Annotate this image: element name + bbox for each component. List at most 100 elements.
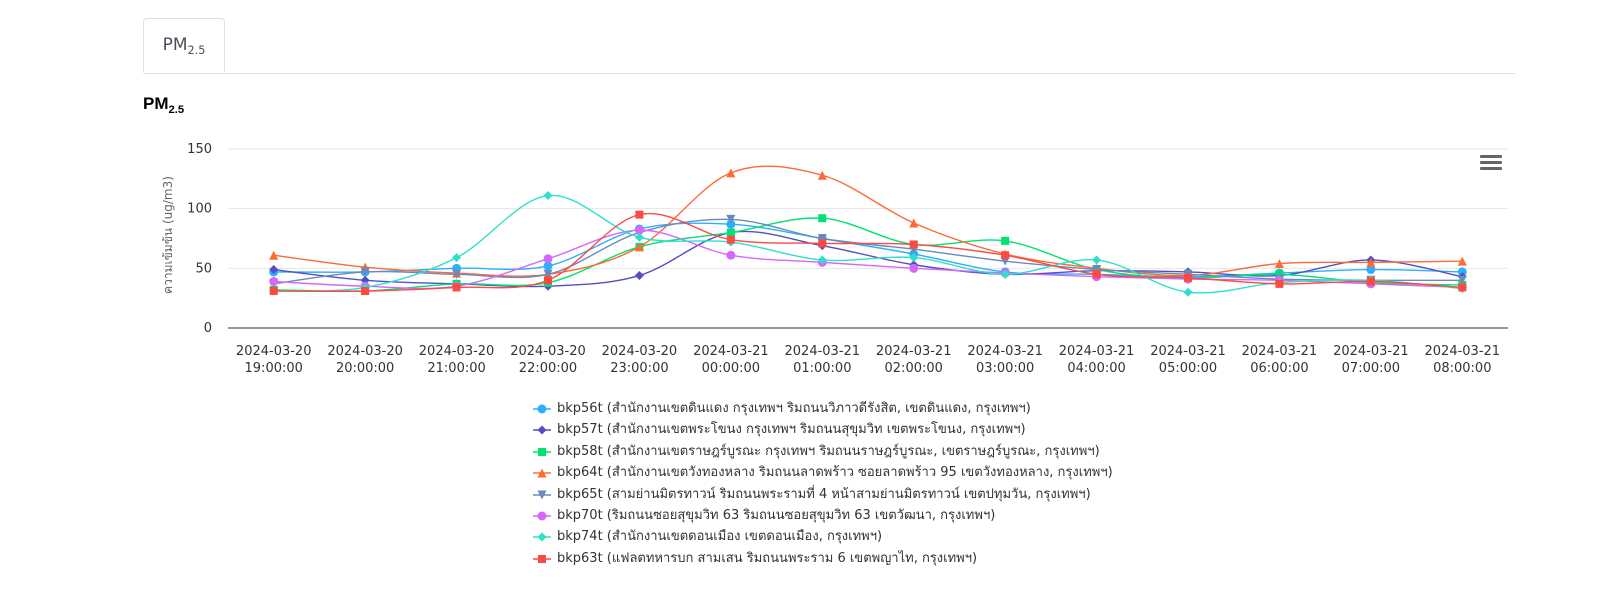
data-point[interactable]	[1000, 269, 1010, 279]
data-point[interactable]	[909, 263, 919, 273]
tab-bar: PM2.5	[143, 18, 1515, 74]
chart-legend: bkp56t (สำนักงานเขตดินแดง กรุงเทพฯ ริมถน…	[533, 398, 1113, 569]
grid-lines	[228, 148, 1508, 329]
data-point[interactable]	[817, 234, 827, 243]
legend-item[interactable]: bkp74t (สำนักงานเขตดอนเมือง เขตดอนเมือง,…	[533, 526, 1113, 547]
y-tick-label: 0	[204, 321, 212, 336]
data-point[interactable]	[543, 261, 553, 271]
data-point[interactable]	[1001, 236, 1010, 245]
data-point[interactable]	[726, 219, 736, 229]
legend-label: bkp74t (สำนักงานเขตดอนเมือง เขตดอนเมือง,…	[557, 529, 883, 545]
data-point[interactable]	[543, 254, 553, 264]
data-point[interactable]	[818, 214, 827, 223]
data-point[interactable]	[269, 265, 279, 275]
data-point[interactable]	[726, 235, 735, 244]
legend-label: bkp57t (สำนักงานเขตพระโขนง กรุงเทพฯ ริมถ…	[557, 422, 1026, 438]
data-point[interactable]	[635, 210, 644, 219]
data-point[interactable]	[817, 255, 827, 265]
chart-title-base: PM	[143, 94, 169, 113]
data-point[interactable]	[1457, 275, 1467, 285]
legend-item[interactable]: bkp57t (สำนักงานเขตพระโขนง กรุงเทพฯ ริมถ…	[533, 419, 1113, 440]
data-point[interactable]	[1457, 256, 1467, 266]
legend-item[interactable]: bkp64t (สำนักงานเขตวังทองหลาง ริมถนนลาดพ…	[533, 462, 1113, 483]
legend-marker[interactable]	[537, 490, 547, 500]
data-point[interactable]	[1092, 270, 1101, 279]
legend-marker[interactable]	[537, 468, 547, 478]
data-point[interactable]	[1457, 267, 1467, 277]
tab-pm25[interactable]: PM2.5	[143, 18, 225, 72]
data-point[interactable]	[634, 232, 644, 242]
x-tick-label: 2024-03-20 23:00:00	[602, 344, 678, 376]
x-tick-label: 2024-03-21 02:00:00	[876, 344, 952, 376]
data-point[interactable]	[543, 269, 553, 279]
y-axis: 0 50 100 150	[187, 142, 212, 336]
data-point[interactable]	[1275, 270, 1284, 279]
x-tick-label: 2024-03-21 00:00:00	[693, 344, 769, 376]
legend-symbol	[533, 511, 551, 521]
chart-title-sub: 2.5	[168, 103, 185, 116]
data-point[interactable]	[1366, 277, 1375, 286]
data-point[interactable]	[269, 276, 279, 286]
data-point[interactable]	[269, 287, 278, 296]
legend-label: bkp70t (ริมถนนซอยสุขุมวิท 63 ริมถนนซอยสุ…	[557, 507, 996, 523]
data-point[interactable]	[909, 240, 918, 249]
data-point[interactable]	[909, 253, 919, 263]
data-point[interactable]	[1183, 287, 1193, 297]
legend-item[interactable]: bkp65t (สามย่านมิตรทาวน์ ริมถนนพระรามที่…	[533, 484, 1113, 505]
data-point[interactable]	[1001, 251, 1010, 260]
legend-item[interactable]: bkp58t (สำนักงานเขตราษฎร์บูรณะ กรุงเทพฯ …	[533, 441, 1113, 462]
data-point[interactable]	[726, 250, 736, 260]
data-point[interactable]	[634, 270, 644, 280]
legend-marker[interactable]	[537, 511, 547, 521]
legend-marker[interactable]	[537, 404, 547, 414]
series-7	[269, 210, 1467, 296]
data-point[interactable]	[1092, 255, 1102, 265]
series-4	[269, 214, 1467, 289]
data-point[interactable]	[452, 283, 461, 292]
legend-marker[interactable]	[537, 425, 547, 435]
legend-item[interactable]: bkp56t (สำนักงานเขตดินแดง กรุงเทพฯ ริมถน…	[533, 398, 1113, 419]
legend-symbol	[533, 554, 551, 563]
data-point[interactable]	[1092, 265, 1102, 275]
pm25-line-chart: 0 50 100 150 2024-03-20 19:00:00 2024-03-20 20…	[161, 142, 1508, 376]
data-point[interactable]	[726, 168, 736, 178]
legend-item[interactable]: bkp70t (ริมถนนซอยสุขุมวิท 63 ริมถนนซอยสุ…	[533, 505, 1113, 526]
data-point[interactable]	[1274, 259, 1284, 269]
data-point[interactable]	[1366, 257, 1376, 267]
tab-label-base: PM	[162, 35, 188, 55]
data-point[interactable]	[452, 269, 462, 279]
y-axis-label: ความเข้มข้น (ug/m3)	[161, 176, 175, 294]
data-point[interactable]	[1458, 283, 1467, 292]
series-3	[269, 165, 1467, 280]
data-point[interactable]	[909, 218, 919, 228]
legend-item[interactable]: bkp63t (แฟลตทหารบก สามเสน ริมถนนพระราม 6…	[533, 548, 1113, 569]
x-tick-label: 2024-03-21 05:00:00	[1150, 344, 1226, 376]
legend-marker[interactable]	[538, 554, 546, 563]
data-point[interactable]	[817, 170, 827, 180]
data-point[interactable]	[452, 253, 462, 263]
data-point[interactable]	[269, 250, 279, 260]
x-tick-label: 2024-03-20 21:00:00	[419, 344, 495, 376]
data-point[interactable]	[360, 267, 370, 277]
data-point[interactable]	[1184, 273, 1192, 282]
chart-menu-icon[interactable]	[1480, 155, 1502, 175]
legend-label: bkp65t (สามย่านมิตรทาวน์ ริมถนนพระรามที่…	[557, 486, 1091, 502]
data-point[interactable]	[1275, 279, 1284, 288]
data-point[interactable]	[818, 239, 827, 248]
series-line	[273, 217, 1463, 292]
legend-marker[interactable]	[537, 532, 547, 542]
legend-symbol	[533, 425, 551, 435]
legend-symbol	[533, 447, 551, 456]
data-point[interactable]	[361, 287, 370, 296]
legend-marker[interactable]	[538, 447, 546, 456]
data-point[interactable]	[1366, 265, 1376, 275]
data-point[interactable]	[634, 225, 644, 235]
series-line	[273, 194, 1463, 294]
data-point[interactable]	[726, 228, 735, 237]
data-point[interactable]	[726, 214, 736, 224]
data-point[interactable]	[544, 276, 552, 285]
legend-label: bkp56t (สำนักงานเขตดินแดง กรุงเทพฯ ริมถน…	[557, 401, 1031, 416]
x-tick-label: 2024-03-21 03:00:00	[967, 344, 1043, 376]
data-point[interactable]	[634, 242, 644, 252]
data-point[interactable]	[543, 191, 553, 201]
